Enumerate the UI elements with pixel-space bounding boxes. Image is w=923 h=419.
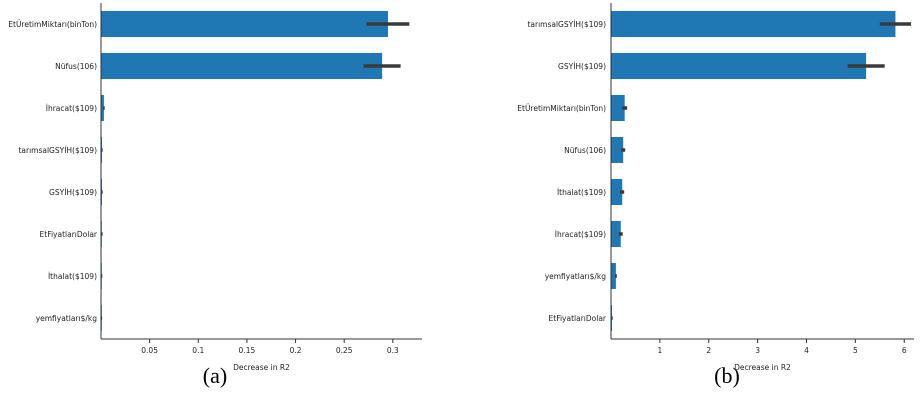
category-label: Nüfus(106) (564, 146, 606, 155)
x-tick-label: 0.3 (387, 346, 399, 355)
category-label: İhracat($109) (555, 230, 606, 239)
x-tick-label: 0.2 (290, 346, 302, 355)
x-tick-label: 1 (657, 346, 662, 355)
panel-caption: (b) (714, 363, 740, 388)
x-axis-title: Decrease in R2 (233, 363, 290, 372)
x-tick-label: 6 (902, 346, 907, 355)
x-tick-label: 0.1 (192, 346, 204, 355)
x-tick-label: 5 (853, 346, 858, 355)
bar (611, 220, 621, 248)
category-label: EtÜretimMiktarı(binTon) (517, 104, 606, 113)
bar (611, 52, 867, 80)
bar (101, 94, 104, 122)
x-tick-label: 0.15 (239, 346, 256, 355)
bar (611, 10, 896, 38)
chart-a: EtÜretimMiktarı(binTon) Nüfus(106) İhracat… (8, 3, 422, 388)
chart-b: tarımsalGSYİH($109) GSYİH($109) EtÜretimMi… (517, 3, 914, 388)
category-label: EtFiyatlarıDolar (549, 314, 607, 323)
bar (611, 262, 616, 290)
x-tick-label: 4 (804, 346, 809, 355)
category-label: EtÜretimMiktarı(binTon) (8, 20, 97, 29)
panel-caption: (a) (203, 363, 227, 388)
category-label: GSYİH($109) (49, 188, 97, 197)
category-label: tarımsalGSYİH($109) (18, 146, 97, 155)
category-label: İthalat($109) (48, 272, 97, 281)
category-label: İhracat($109) (46, 104, 97, 113)
category-label: yemfiyatları$/kg (36, 314, 98, 323)
category-label: Nüfus(106) (55, 62, 97, 71)
x-tick-label: 3 (755, 346, 760, 355)
category-label: GSYİH($109) (558, 62, 606, 71)
bar (611, 136, 624, 164)
category-label: İthalat($109) (557, 188, 606, 197)
x-axis-title: Decrease in R2 (734, 363, 791, 372)
bar (101, 52, 383, 80)
bar (101, 10, 388, 38)
category-label: tarımsalGSYİH($109) (527, 20, 606, 29)
bar (611, 178, 623, 206)
x-tick-label: 2 (706, 346, 711, 355)
category-label: yemfiyatları$/kg (545, 272, 607, 281)
x-tick-label: 0.25 (336, 346, 353, 355)
bar (611, 94, 625, 122)
category-label: EtFiyatlarıDolar (40, 230, 98, 239)
x-tick-label: 0.05 (141, 346, 158, 355)
